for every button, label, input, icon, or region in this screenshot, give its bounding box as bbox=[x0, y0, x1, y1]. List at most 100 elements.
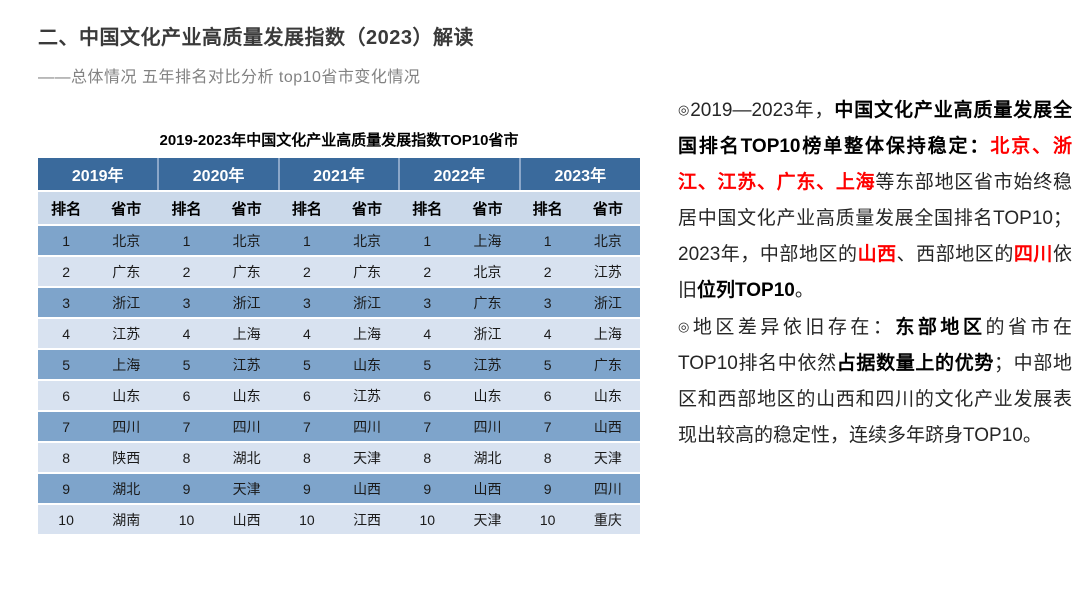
rank-cell: 1 bbox=[158, 225, 215, 257]
rank-cell: 10 bbox=[519, 504, 576, 536]
province-cell: 北京 bbox=[455, 256, 520, 288]
table-row: 9 湖北 9 天津 9 山西 9 山西 9 四川 bbox=[38, 473, 640, 505]
province-column-header: 省市 bbox=[334, 191, 400, 226]
rank-cell: 2 bbox=[278, 256, 335, 288]
province-cell: 浙江 bbox=[455, 318, 520, 350]
rank-cell: 1 bbox=[38, 225, 95, 257]
rank-cell: 5 bbox=[399, 349, 456, 381]
province-column-header: 省市 bbox=[94, 191, 159, 226]
text-segment: 中国文化产业高质量发展全国排名TOP10榜单整体保持稳定： bbox=[678, 100, 1072, 157]
text-segment: 的省市在TOP10排名中依然 bbox=[678, 317, 1072, 374]
rank-cell: 4 bbox=[278, 318, 335, 350]
rank-cell: 3 bbox=[158, 287, 215, 319]
rank-column-header: 排名 bbox=[399, 191, 456, 226]
province-cell: 上海 bbox=[94, 349, 159, 381]
province-cell: 北京 bbox=[214, 225, 279, 257]
province-cell: 四川 bbox=[575, 473, 640, 505]
province-cell: 江苏 bbox=[334, 380, 400, 412]
page-subtitle: ——总体情况 五年排名对比分析 top10省市变化情况 bbox=[38, 69, 421, 86]
rank-cell: 5 bbox=[519, 349, 576, 381]
province-column-header: 省市 bbox=[455, 191, 520, 226]
province-cell: 江苏 bbox=[214, 349, 279, 381]
sub-header-row: 排名 省市 排名 省市 排名 省市 排名 省市 排名 省市 bbox=[38, 191, 640, 226]
rank-cell: 4 bbox=[399, 318, 456, 350]
rank-cell: 10 bbox=[399, 504, 456, 536]
page-title: 二、中国文化产业高质量发展指数（2023）解读 bbox=[38, 27, 474, 49]
bullet-icon: ◎ bbox=[678, 319, 693, 334]
text-segment: 四川 bbox=[1013, 244, 1053, 265]
rank-column-header: 排名 bbox=[158, 191, 215, 226]
rank-cell: 3 bbox=[38, 287, 95, 319]
province-cell: 湖南 bbox=[94, 504, 159, 536]
rank-cell: 6 bbox=[519, 380, 576, 412]
text-segment: 北京、浙江、江苏、广东、上海 bbox=[678, 136, 1072, 193]
ranking-table: 2019年 2020年 2021年 2022年 2023年 排名 省市 排名 省… bbox=[38, 158, 640, 536]
province-cell: 山西 bbox=[214, 504, 279, 536]
province-cell: 湖北 bbox=[214, 442, 279, 474]
table-body: 1 北京 1 北京 1 北京 1 上海 1 北京 2 广东 2 广东 2 广东 2 北京 2 江苏 3 浙江 3 浙江 3 浙江 3… bbox=[38, 225, 640, 536]
rank-cell: 9 bbox=[519, 473, 576, 505]
rank-cell: 5 bbox=[38, 349, 95, 381]
province-cell: 天津 bbox=[455, 504, 520, 536]
text-segment: 等东部地区省市始终稳居中国文化产业高质量发展全国排名TOP10；2023年，中部… bbox=[678, 172, 1072, 265]
province-cell: 重庆 bbox=[575, 504, 640, 536]
province-cell: 江苏 bbox=[94, 318, 159, 350]
rank-cell: 3 bbox=[519, 287, 576, 319]
table-row: 10 湖南 10 山西 10 江西 10 天津 10 重庆 bbox=[38, 504, 640, 536]
text-segment: 位列TOP10 bbox=[697, 280, 795, 301]
province-cell: 天津 bbox=[334, 442, 400, 474]
province-cell: 浙江 bbox=[94, 287, 159, 319]
province-cell: 山西 bbox=[334, 473, 400, 505]
province-cell: 四川 bbox=[455, 411, 520, 443]
rank-cell: 7 bbox=[399, 411, 456, 443]
rank-cell: 8 bbox=[158, 442, 215, 474]
analysis-paragraph-1: ◎2019—2023年，中国文化产业高质量发展全国排名TOP10榜单整体保持稳定… bbox=[678, 92, 1072, 309]
text-segment: 占据数量上的优势 bbox=[836, 353, 995, 374]
rank-column-header: 排名 bbox=[38, 191, 95, 226]
rank-cell: 5 bbox=[158, 349, 215, 381]
ranking-table-section: 2019-2023年中国文化产业高质量发展指数TOP10省市 2019年 202… bbox=[38, 131, 640, 536]
text-segment: 、西部地区的 bbox=[896, 244, 1014, 265]
rank-cell: 10 bbox=[158, 504, 215, 536]
province-cell: 天津 bbox=[214, 473, 279, 505]
province-cell: 天津 bbox=[575, 442, 640, 474]
rank-cell: 4 bbox=[519, 318, 576, 350]
rank-cell: 9 bbox=[38, 473, 95, 505]
year-header-2019: 2019年 bbox=[38, 158, 159, 192]
table-row: 8 陕西 8 湖北 8 天津 8 湖北 8 天津 bbox=[38, 442, 640, 474]
province-cell: 四川 bbox=[214, 411, 279, 443]
province-cell: 浙江 bbox=[575, 287, 640, 319]
year-header-2022: 2022年 bbox=[398, 158, 520, 192]
rank-cell: 2 bbox=[158, 256, 215, 288]
province-cell: 广东 bbox=[214, 256, 279, 288]
rank-cell: 6 bbox=[399, 380, 456, 412]
rank-cell: 2 bbox=[38, 256, 95, 288]
rank-cell: 1 bbox=[399, 225, 456, 257]
province-cell: 四川 bbox=[334, 411, 400, 443]
province-cell: 北京 bbox=[94, 225, 159, 257]
province-cell: 广东 bbox=[94, 256, 159, 288]
text-segment: 东部地区 bbox=[895, 317, 986, 338]
province-cell: 山东 bbox=[214, 380, 279, 412]
year-header-2023: 2023年 bbox=[518, 158, 640, 192]
rank-cell: 4 bbox=[38, 318, 95, 350]
rank-cell: 4 bbox=[158, 318, 215, 350]
province-cell: 山东 bbox=[575, 380, 640, 412]
rank-cell: 2 bbox=[399, 256, 456, 288]
table-row: 3 浙江 3 浙江 3 浙江 3 广东 3 浙江 bbox=[38, 287, 640, 319]
province-cell: 上海 bbox=[214, 318, 279, 350]
year-header-2020: 2020年 bbox=[157, 158, 279, 192]
province-cell: 浙江 bbox=[334, 287, 400, 319]
rank-cell: 9 bbox=[399, 473, 456, 505]
year-header-row: 2019年 2020年 2021年 2022年 2023年 bbox=[38, 158, 640, 192]
table-row: 5 上海 5 江苏 5 山东 5 江苏 5 广东 bbox=[38, 349, 640, 381]
rank-cell: 10 bbox=[278, 504, 335, 536]
province-cell: 山西 bbox=[455, 473, 520, 505]
province-cell: 山东 bbox=[334, 349, 400, 381]
rank-cell: 3 bbox=[278, 287, 335, 319]
text-segment: 依旧 bbox=[678, 244, 1072, 301]
rank-cell: 7 bbox=[278, 411, 335, 443]
province-cell: 上海 bbox=[334, 318, 400, 350]
table-row: 1 北京 1 北京 1 北京 1 上海 1 北京 bbox=[38, 225, 640, 257]
province-cell: 浙江 bbox=[214, 287, 279, 319]
